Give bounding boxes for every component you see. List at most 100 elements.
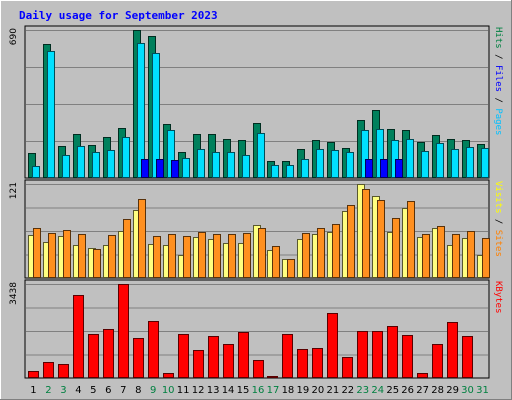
panel-kbytes-bars	[28, 284, 473, 378]
kbytes-bar	[133, 338, 144, 378]
x-tick-label: 27	[416, 385, 429, 396]
files-bar	[212, 152, 220, 178]
files-bar	[451, 149, 459, 178]
kbytes-bar	[238, 332, 249, 378]
sites-bar	[272, 246, 280, 278]
x-tick-label: 1	[30, 385, 36, 396]
panel-visits-sites-bars	[28, 184, 490, 278]
kbytes-bar	[193, 350, 204, 378]
kbytes-bar	[208, 336, 219, 378]
x-tick-label: 14	[222, 385, 235, 396]
sites-bar	[228, 234, 236, 278]
files-bar	[137, 43, 145, 178]
sites-bar	[467, 231, 475, 278]
chart-title: Daily usage for September 2023	[19, 9, 218, 22]
x-tick-label: 20	[312, 385, 325, 396]
kbytes-bar	[163, 373, 174, 378]
sites-bar	[48, 233, 56, 278]
x-tick-label: 24	[371, 385, 384, 396]
chart-panels: 690 Hits / Files / Pages 121 Visits / Sites…	[9, 25, 503, 379]
x-tick-label: 16	[252, 385, 265, 396]
kbytes-bar	[432, 344, 443, 378]
files-bar	[152, 53, 160, 178]
files-bar	[421, 151, 429, 178]
kbytes-bar	[267, 376, 278, 378]
files-bar	[286, 165, 294, 178]
kbytes-bar	[297, 349, 308, 378]
sites-bar	[78, 234, 86, 278]
panel-hits-files-pages-bars	[28, 30, 489, 178]
x-tick-label: 6	[105, 385, 111, 396]
x-tick-label: 7	[120, 385, 126, 396]
files-bar	[62, 155, 70, 178]
panel-visits-sites: 121 Visits / Sites	[9, 179, 503, 279]
kbytes-bar	[223, 344, 234, 378]
legend-separator: /	[493, 49, 503, 65]
panel-hits-files-pages-legend: Hits / Files / Pages	[493, 27, 503, 135]
sites-bar	[198, 232, 206, 278]
legend-files: Files	[493, 65, 503, 92]
sites-bar	[347, 205, 355, 278]
files-bar	[107, 150, 115, 178]
kbytes-bar	[387, 326, 398, 378]
sites-bar	[108, 235, 116, 278]
pages-bar	[171, 160, 179, 178]
x-tick-label: 25	[386, 385, 399, 396]
files-bar	[257, 133, 265, 178]
sites-bar	[213, 234, 221, 278]
x-tick-label: 29	[446, 385, 459, 396]
sites-bar	[93, 249, 101, 278]
pages-bar	[365, 159, 373, 178]
kbytes-bar	[148, 321, 159, 378]
files-bar	[122, 137, 130, 178]
sites-bar	[243, 233, 251, 278]
legend-visits: Visits	[493, 181, 503, 214]
kbytes-bar	[462, 336, 473, 378]
sites-bar	[362, 189, 370, 278]
sites-bar	[392, 218, 400, 278]
kbytes-bar	[372, 331, 383, 378]
x-tick-label: 4	[75, 385, 81, 396]
x-tick-label: 2	[45, 385, 51, 396]
kbytes-bar	[327, 313, 338, 378]
kbytes-bar	[342, 357, 353, 378]
kbytes-bar	[58, 364, 69, 378]
panel-hits-files-pages: 690 Hits / Files / Pages	[9, 25, 503, 179]
files-bar	[436, 143, 444, 178]
x-tick-label: 10	[162, 385, 175, 396]
sites-bar	[153, 236, 161, 278]
kbytes-bar	[103, 329, 114, 378]
sites-bar	[138, 199, 146, 278]
sites-bar	[302, 233, 310, 278]
kbytes-bar	[118, 284, 129, 378]
files-bar	[406, 139, 414, 178]
sites-bar	[168, 234, 176, 278]
kbytes-bar	[402, 335, 413, 378]
sites-bar	[452, 234, 460, 278]
pages-bar	[395, 159, 403, 178]
panel-kbytes-ymax-label: 3438	[9, 282, 19, 305]
kbytes-bar	[178, 334, 189, 378]
legend-separator: /	[493, 214, 503, 230]
sites-bar	[482, 238, 490, 278]
files-bar	[466, 147, 474, 178]
x-tick-label: 21	[326, 385, 339, 396]
sites-bar	[317, 228, 325, 278]
panel-visits-sites-ymax-label: 121	[9, 182, 19, 199]
panel-hits-files-pages-ymax-label: 690	[9, 28, 19, 45]
kbytes-bar	[88, 334, 99, 378]
files-bar	[197, 149, 205, 178]
x-tick-label: 5	[90, 385, 96, 396]
sites-bar	[377, 200, 385, 278]
x-tick-label: 8	[135, 385, 141, 396]
kbytes-bar	[357, 331, 368, 378]
pages-bar	[380, 159, 388, 178]
x-tick-label: 11	[177, 385, 190, 396]
x-axis-labels: 1 2 3 4 5 6 7 8 9 10 11 12 13 14 15 16 17 18 19 20 21 22 23 24 2…	[30, 385, 489, 396]
x-tick-label: 30	[461, 385, 474, 396]
files-bar	[481, 148, 489, 178]
sites-bar	[407, 201, 415, 278]
kbytes-bar	[312, 348, 323, 378]
panel-kbytes: 3438 KBytes	[9, 279, 503, 379]
